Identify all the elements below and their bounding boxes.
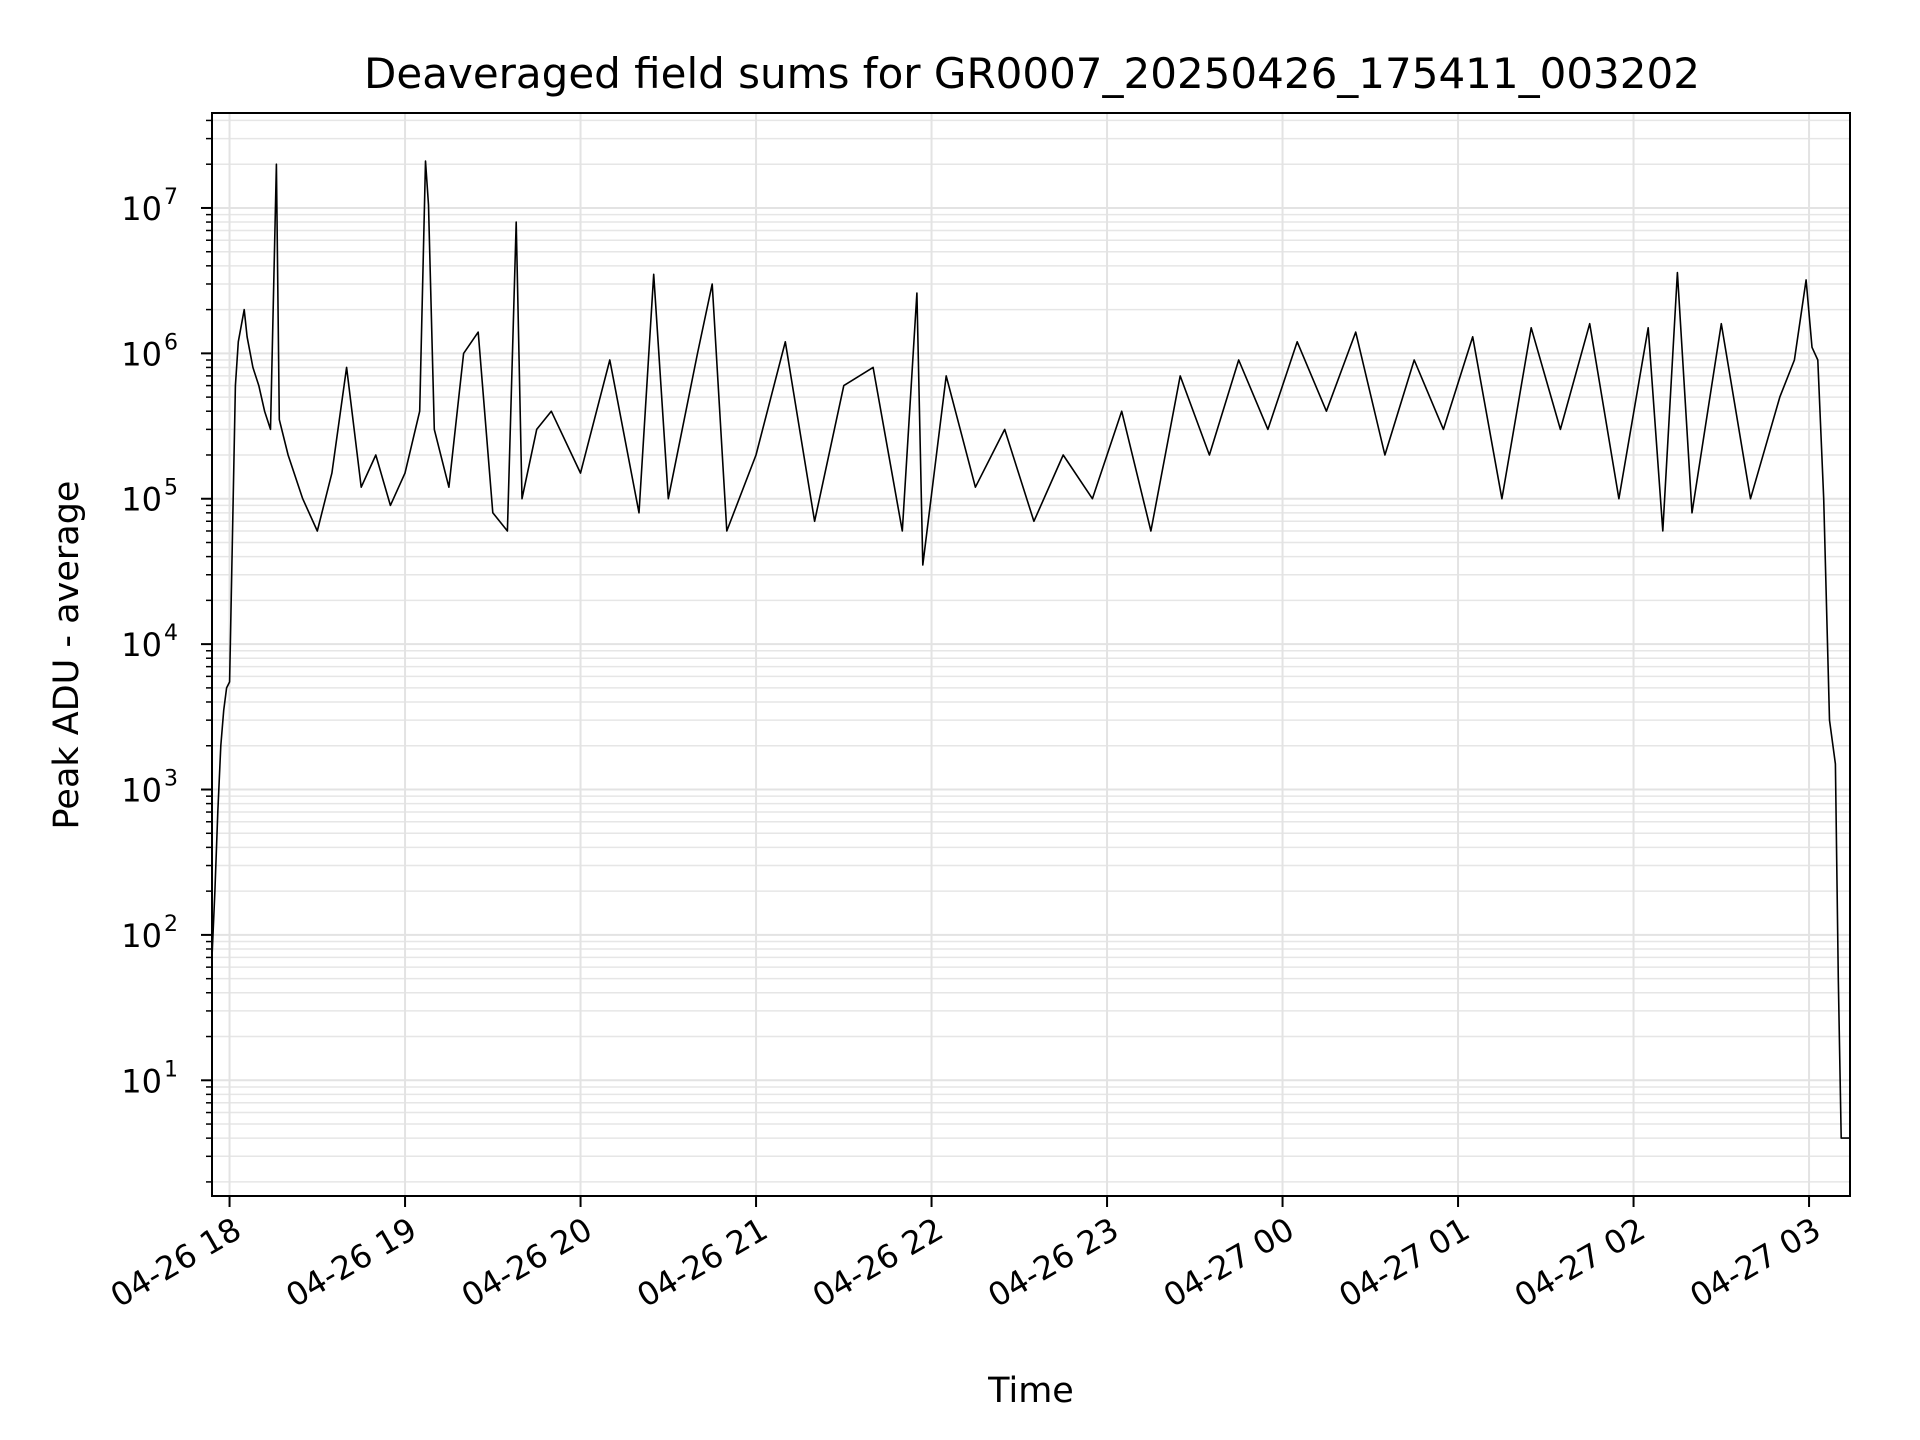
series-layer [211, 160, 1850, 1147]
y-tick-label: 10 [121, 481, 162, 519]
chart-title: Deaveraged field sums for GR0007_2025042… [364, 49, 1700, 98]
y-tick-exponent: 3 [164, 767, 178, 792]
y-tick-exponent: 7 [164, 185, 178, 210]
y-tick-label: 10 [121, 335, 162, 373]
y-tick-label: 10 [121, 772, 162, 810]
y-tick-exponent: 2 [164, 912, 178, 937]
minor-grid [212, 119, 1850, 1183]
y-axis-label: Peak ADU - average [47, 481, 87, 830]
y-tick-exponent: 1 [164, 1057, 178, 1082]
y-tick-exponent: 4 [164, 621, 178, 646]
y-tick-exponent: 5 [164, 476, 178, 501]
y-tick-label: 10 [121, 1062, 162, 1100]
y-tick-label: 10 [121, 917, 162, 955]
series-line-1 [211, 160, 1850, 1147]
y-tick-exponent: 6 [164, 330, 178, 355]
x-axis-label: Time [987, 1371, 1074, 1411]
plot-frame [211, 112, 1851, 1197]
y-tick-label: 10 [121, 190, 162, 228]
major-grid [212, 113, 1850, 1196]
y-tick-label: 10 [121, 626, 162, 664]
